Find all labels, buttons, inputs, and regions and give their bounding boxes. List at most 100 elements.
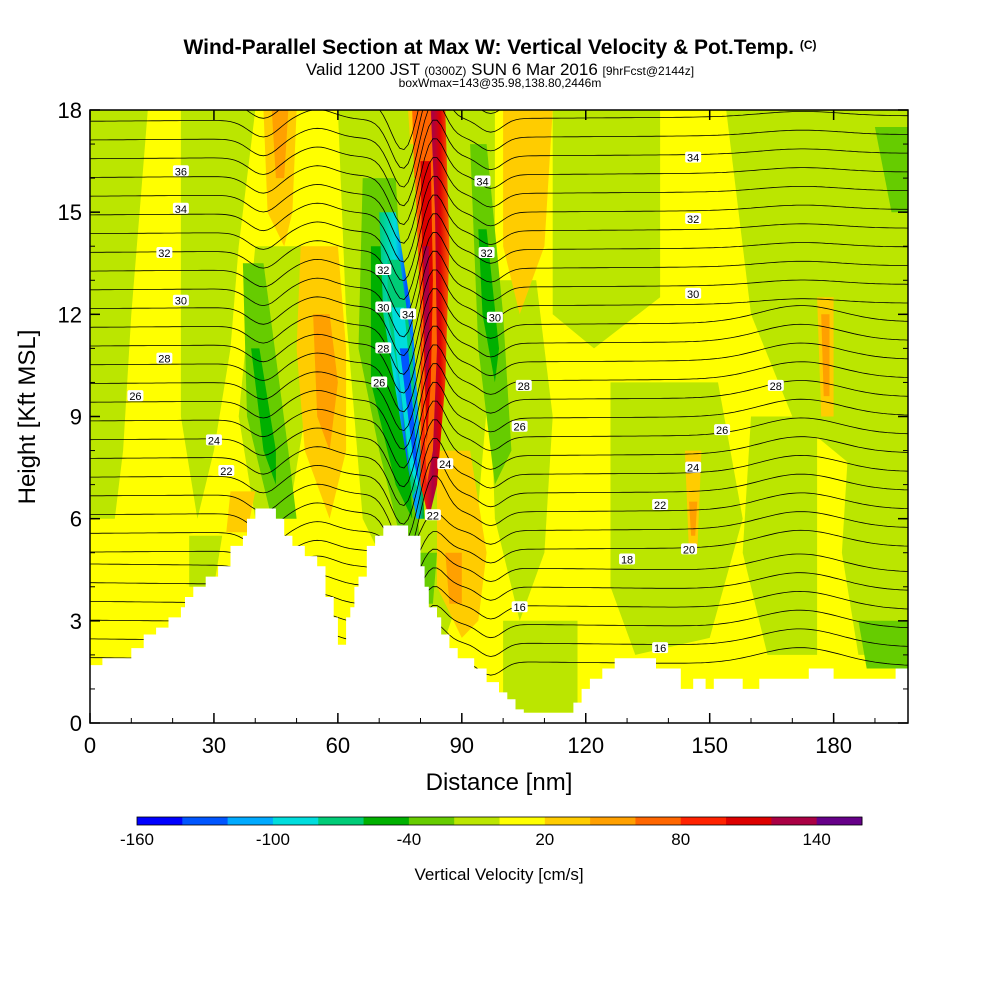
contour-label-bg [685, 151, 702, 163]
contour-label-bg [172, 294, 189, 306]
terrain-mask [90, 508, 908, 723]
velocity-region [90, 110, 148, 519]
contour-label-bg [375, 264, 392, 276]
contour-label: 30 [486, 311, 503, 325]
contour-label-text: 18 [621, 555, 633, 567]
subtitle-forecast: [9hrFcst@2144z] [602, 64, 695, 78]
contour-label-bg [681, 543, 698, 555]
contour-label: 26 [127, 390, 144, 403]
colorbar-title: Vertical Velocity [cm/s] [414, 865, 583, 884]
contour-label-bg [218, 464, 235, 476]
colorbar-swatch [544, 817, 591, 825]
contour-label-text: 22 [427, 510, 439, 522]
theta-contour [90, 381, 908, 469]
contour-label-text: 22 [654, 500, 666, 512]
potential-temperature-contours [90, 110, 908, 686]
contour-label-text: 34 [476, 177, 488, 189]
colorbar-swatch [227, 817, 274, 825]
theta-contour [90, 548, 908, 593]
colorbar-tick-label: -40 [397, 830, 422, 849]
subtitle-valid-time: Valid 1200 JST [305, 60, 420, 79]
contour-label-bg [767, 379, 784, 391]
contour-label: 34 [685, 151, 702, 165]
contour-label-text: 26 [129, 391, 141, 403]
contour-label-bg [714, 424, 731, 436]
contour-label: 32 [478, 247, 495, 260]
contour-label-text: 26 [716, 425, 728, 437]
contour-label: 34 [172, 202, 189, 216]
contour-label-text: 32 [158, 248, 170, 260]
theta-contour [90, 438, 908, 525]
x-tick-label: 120 [567, 733, 604, 758]
contour-label-text: 28 [518, 381, 530, 393]
contour-label-text: 36 [175, 166, 187, 178]
contour-label: 28 [375, 342, 392, 355]
contour-label-text: 34 [687, 153, 699, 165]
contour-label: 16 [511, 601, 528, 614]
contour-label-text: 24 [439, 459, 451, 471]
colorbar-tick-label: -160 [120, 830, 154, 849]
contour-label: 22 [218, 464, 235, 478]
contour-label-bg [685, 212, 702, 224]
contour-label: 28 [767, 379, 784, 393]
contour-label-text: 32 [480, 248, 492, 260]
contour-label-text: 32 [377, 265, 389, 277]
contour-label: 28 [156, 352, 173, 366]
contour-label: 30 [172, 294, 189, 308]
velocity-region [313, 314, 338, 451]
colorbar-swatch [771, 817, 818, 825]
contour-label-bg [400, 308, 417, 320]
contour-label-bg [205, 434, 222, 446]
velocity-region [742, 416, 818, 655]
colorbar-swatch [499, 817, 546, 825]
velocity-region [610, 382, 743, 655]
contour-label-bg [424, 509, 441, 521]
y-axis-title: Height [Kft MSL] [14, 330, 41, 505]
colorbar-swatch [363, 817, 410, 825]
x-tick-label: 180 [815, 733, 852, 758]
colorbar-swatch [726, 817, 772, 825]
theta-contour [90, 475, 908, 563]
colorbar-tick-label: 20 [535, 830, 554, 849]
terrain-profile [90, 508, 908, 723]
contour-label: 26 [511, 420, 528, 434]
theta-contour [90, 419, 908, 506]
contour-label-text: 32 [687, 214, 699, 226]
contour-label-bg [652, 642, 669, 654]
x-tick-label: 0 [84, 733, 96, 758]
contour-label-text: 28 [770, 381, 782, 393]
contour-label-bg [685, 461, 702, 473]
contour-label: 18 [619, 553, 636, 567]
colorbar-tick-label: 80 [671, 830, 690, 849]
colorbar: -160 -100 -40 20 80 140 [120, 816, 863, 849]
title-unit-mark: (C) [799, 38, 817, 52]
theta-contour [90, 213, 908, 300]
theta-contour [90, 456, 908, 544]
contour-label: 22 [424, 509, 441, 522]
contour-label: 24 [685, 461, 702, 475]
velocity-region [423, 246, 430, 400]
theta-contour [90, 400, 908, 488]
contour-label-text: 24 [687, 463, 699, 475]
colorbar-frame [136, 816, 863, 826]
contour-label-bg [437, 458, 454, 470]
y-tick-label: 18 [58, 98, 82, 123]
x-tick-label: 150 [691, 733, 728, 758]
theta-contour [90, 110, 908, 188]
contour-label-bg [375, 301, 392, 313]
contour-label-text: 20 [683, 544, 695, 556]
contour-label: 22 [652, 499, 669, 512]
x-tick-label: 60 [326, 733, 350, 758]
velocity-region [503, 620, 578, 713]
colorbar-swatch [182, 817, 229, 825]
subtitle-date: SUN 6 Mar 2016 [471, 60, 598, 79]
theta-contour [90, 232, 908, 319]
contour-label-bg [127, 390, 144, 402]
velocity-region [271, 110, 289, 179]
contour-label: 28 [515, 379, 532, 393]
contour-label-text: 26 [373, 377, 385, 389]
chart-box-info: boxWmax=143@35.98,138.80,2446m [398, 76, 602, 90]
contour-label: 20 [681, 543, 698, 556]
contour-label: 24 [437, 458, 454, 471]
contour-label: 30 [685, 287, 702, 301]
